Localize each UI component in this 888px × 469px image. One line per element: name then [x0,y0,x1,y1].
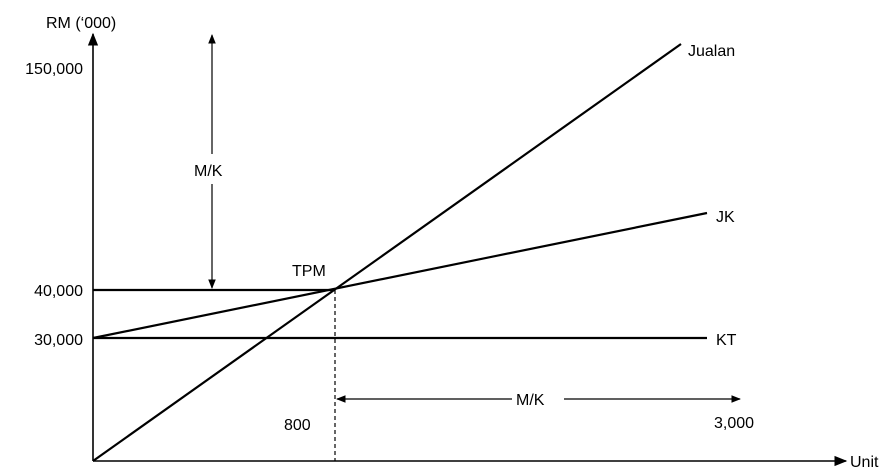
series-label-jk: JK [716,209,735,226]
series-line-jualan [92,43,682,462]
mk-vertical-label-bg [190,154,236,184]
mk-horizontal-label-bg [512,388,564,410]
series-label-kt: KT [716,332,737,349]
series-line-jk [92,211,708,340]
series-label-jualan: Jualan [688,43,735,60]
y-tick-label-30000: 30,000 [34,332,83,349]
y-axis-label: RM (‘000) [46,15,116,32]
y-tick-label-150000: 150,000 [25,61,83,78]
break-even-label: TPM [292,263,326,280]
mk-vertical-label: M/K [194,163,223,180]
y-tick-label-40000: 40,000 [34,283,83,300]
x-axis-label: Unit [850,454,879,469]
x-tick-label-800: 800 [284,417,311,434]
mk-horizontal-label: M/K [516,392,545,409]
x-tick-label-3000: 3,000 [714,415,754,432]
